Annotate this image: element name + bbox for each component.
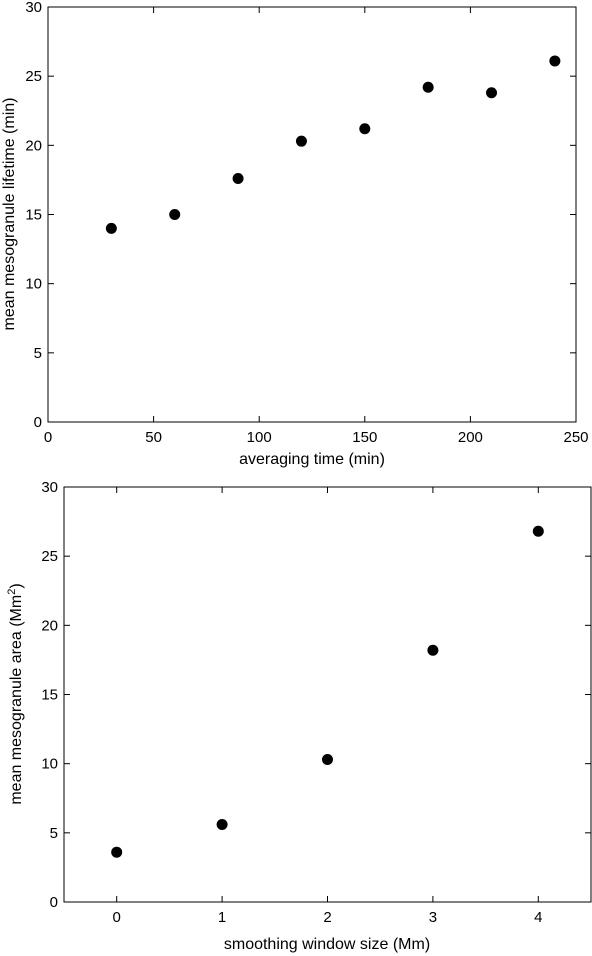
x-tick-label: 50: [145, 429, 162, 446]
plot-area-frame: [47, 6, 577, 423]
data-point: [295, 135, 307, 147]
x-tick-label: 250: [563, 429, 588, 446]
data-point: [532, 525, 544, 537]
y-tick-label: 30: [41, 479, 58, 496]
x-tick-label: 1: [218, 909, 226, 926]
y-axis-label: mean mesogranule lifetime (min): [1, 98, 18, 331]
data-point: [359, 123, 371, 135]
x-tick-label: 2: [323, 909, 331, 926]
data-points: [105, 55, 561, 234]
x-tick-label: 0: [44, 429, 52, 446]
data-point: [486, 87, 498, 99]
tick-labels: 0 50 100 150 200 250 0 5 10 15 20 25 30: [25, 0, 588, 446]
y-tick-label: 20: [41, 617, 58, 634]
y-tick-label: 5: [34, 345, 42, 362]
y-axis-label-superscript: 2: [6, 589, 18, 595]
x-axis-label: smoothing window size (Mm): [224, 936, 430, 953]
y-tick-label: 15: [41, 687, 58, 704]
ticks: [64, 486, 591, 903]
x-tick-label: 150: [352, 429, 377, 446]
y-tick-label: 15: [25, 207, 42, 224]
y-axis-label-main: mean mesogranule area (Mm: [8, 595, 25, 805]
y-tick-label: 30: [25, 0, 42, 16]
y-tick-label: 0: [34, 414, 42, 431]
y-axis-label-suffix: ): [8, 583, 25, 588]
data-point: [427, 644, 439, 656]
y-tick-label: 10: [25, 276, 42, 293]
area-chart: 0 1 2 3 4 0 5 10 15 20 25 30 smoothing window size …: [6, 479, 592, 953]
data-points: [111, 525, 544, 858]
x-tick-label: 0: [113, 909, 121, 926]
x-tick-label: 100: [247, 429, 272, 446]
data-point: [422, 81, 434, 93]
y-tick-label: 0: [50, 894, 58, 911]
data-point: [105, 222, 117, 234]
y-axis-label: mean mesogranule area (Mm2): [6, 583, 25, 804]
data-point: [169, 209, 181, 220]
data-point: [322, 754, 333, 766]
plot-area-frame: [63, 486, 592, 903]
lifetime-chart: 0 50 100 150 200 250 0 5 10 15 20 25 30 averaging ti…: [1, 0, 589, 468]
y-tick-label: 10: [41, 756, 58, 773]
data-point: [232, 173, 244, 185]
data-point: [216, 819, 228, 831]
data-point: [111, 846, 123, 858]
x-tick-label: 3: [429, 909, 437, 926]
data-point: [549, 55, 561, 67]
tick-labels: 0 1 2 3 4 0 5 10 15 20 25 30: [41, 479, 542, 926]
y-tick-label: 5: [50, 825, 58, 842]
y-tick-label: 20: [25, 137, 42, 154]
ticks: [47, 6, 577, 423]
y-tick-label: 25: [41, 548, 58, 565]
x-tick-label: 4: [534, 909, 542, 926]
x-axis-label: averaging time (min): [239, 451, 385, 468]
y-tick-label: 25: [25, 68, 42, 85]
x-tick-label: 200: [458, 429, 483, 446]
